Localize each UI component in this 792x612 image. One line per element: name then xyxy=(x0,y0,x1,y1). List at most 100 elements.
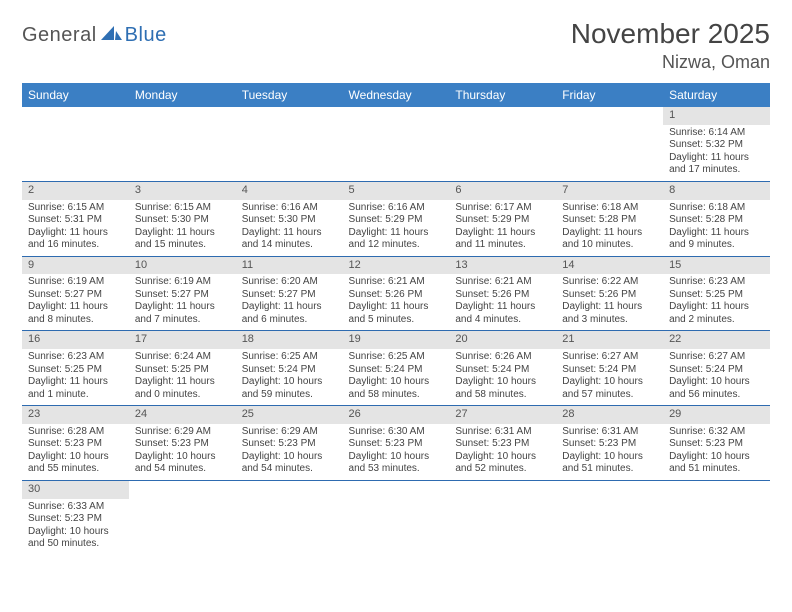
day-cell: Sunrise: 6:22 AMSunset: 5:26 PMDaylight:… xyxy=(556,274,663,331)
day-number: 13 xyxy=(449,256,556,274)
day-cell: Sunrise: 6:19 AMSunset: 5:27 PMDaylight:… xyxy=(129,274,236,331)
daylight-line: Daylight: 10 hours and 50 minutes. xyxy=(28,526,123,551)
day-cell: Sunrise: 6:29 AMSunset: 5:23 PMDaylight:… xyxy=(236,424,343,481)
day-number: 10 xyxy=(129,256,236,274)
day-cell: Sunrise: 6:32 AMSunset: 5:23 PMDaylight:… xyxy=(663,424,770,481)
sunrise-line: Sunrise: 6:19 AM xyxy=(28,276,123,289)
sunset-line: Sunset: 5:27 PM xyxy=(135,289,230,302)
day-number: 8 xyxy=(663,181,770,199)
day-cell: Sunrise: 6:25 AMSunset: 5:24 PMDaylight:… xyxy=(236,349,343,406)
weekday-header: Monday xyxy=(129,83,236,107)
day-number xyxy=(449,480,556,498)
sunset-line: Sunset: 5:27 PM xyxy=(28,289,123,302)
daylight-line: Daylight: 10 hours and 54 minutes. xyxy=(135,451,230,476)
day-cell xyxy=(556,125,663,182)
day-number: 21 xyxy=(556,331,663,349)
sunrise-line: Sunrise: 6:21 AM xyxy=(349,276,444,289)
day-cell: Sunrise: 6:23 AMSunset: 5:25 PMDaylight:… xyxy=(22,349,129,406)
sunrise-line: Sunrise: 6:23 AM xyxy=(28,351,123,364)
day-cell xyxy=(343,499,450,555)
sunrise-line: Sunrise: 6:19 AM xyxy=(135,276,230,289)
day-number xyxy=(343,107,450,125)
sunrise-line: Sunrise: 6:31 AM xyxy=(455,426,550,439)
daylight-line: Daylight: 11 hours and 12 minutes. xyxy=(349,227,444,252)
day-number: 9 xyxy=(22,256,129,274)
day-number: 11 xyxy=(236,256,343,274)
daylight-line: Daylight: 10 hours and 51 minutes. xyxy=(562,451,657,476)
day-number: 15 xyxy=(663,256,770,274)
day-cell: Sunrise: 6:27 AMSunset: 5:24 PMDaylight:… xyxy=(556,349,663,406)
day-cell xyxy=(22,125,129,182)
detail-row: Sunrise: 6:28 AMSunset: 5:23 PMDaylight:… xyxy=(22,424,770,481)
sunset-line: Sunset: 5:23 PM xyxy=(28,513,123,526)
sunrise-line: Sunrise: 6:27 AM xyxy=(562,351,657,364)
sunset-line: Sunset: 5:27 PM xyxy=(242,289,337,302)
weekday-header: Sunday xyxy=(22,83,129,107)
daynum-row: 9101112131415 xyxy=(22,256,770,274)
sunset-line: Sunset: 5:23 PM xyxy=(349,438,444,451)
daylight-line: Daylight: 11 hours and 8 minutes. xyxy=(28,301,123,326)
day-number: 23 xyxy=(22,406,129,424)
sunset-line: Sunset: 5:31 PM xyxy=(28,214,123,227)
day-number: 29 xyxy=(663,406,770,424)
sunset-line: Sunset: 5:23 PM xyxy=(135,438,230,451)
day-number: 14 xyxy=(556,256,663,274)
day-cell: Sunrise: 6:18 AMSunset: 5:28 PMDaylight:… xyxy=(556,200,663,257)
daylight-line: Daylight: 11 hours and 15 minutes. xyxy=(135,227,230,252)
day-cell xyxy=(236,125,343,182)
sunrise-line: Sunrise: 6:28 AM xyxy=(28,426,123,439)
logo-text-general: General xyxy=(22,24,97,47)
day-cell: Sunrise: 6:21 AMSunset: 5:26 PMDaylight:… xyxy=(449,274,556,331)
sunset-line: Sunset: 5:23 PM xyxy=(455,438,550,451)
day-number: 19 xyxy=(343,331,450,349)
weekday-header: Tuesday xyxy=(236,83,343,107)
day-cell xyxy=(449,125,556,182)
sunrise-line: Sunrise: 6:29 AM xyxy=(135,426,230,439)
day-cell xyxy=(663,499,770,555)
daylight-line: Daylight: 10 hours and 59 minutes. xyxy=(242,376,337,401)
daylight-line: Daylight: 11 hours and 7 minutes. xyxy=(135,301,230,326)
daylight-line: Daylight: 10 hours and 58 minutes. xyxy=(455,376,550,401)
weekday-header: Saturday xyxy=(663,83,770,107)
day-cell xyxy=(556,499,663,555)
daylight-line: Daylight: 10 hours and 53 minutes. xyxy=(349,451,444,476)
daylight-line: Daylight: 11 hours and 3 minutes. xyxy=(562,301,657,326)
daylight-line: Daylight: 11 hours and 4 minutes. xyxy=(455,301,550,326)
detail-row: Sunrise: 6:14 AMSunset: 5:32 PMDaylight:… xyxy=(22,125,770,182)
sunset-line: Sunset: 5:24 PM xyxy=(562,364,657,377)
day-number: 27 xyxy=(449,406,556,424)
title-block: November 2025 Nizwa, Oman xyxy=(571,18,770,73)
logo-sail-icon xyxy=(101,24,123,47)
day-number xyxy=(449,107,556,125)
sunrise-line: Sunrise: 6:17 AM xyxy=(455,202,550,215)
day-number: 18 xyxy=(236,331,343,349)
day-number: 16 xyxy=(22,331,129,349)
day-number xyxy=(236,480,343,498)
sunrise-line: Sunrise: 6:22 AM xyxy=(562,276,657,289)
daylight-line: Daylight: 10 hours and 57 minutes. xyxy=(562,376,657,401)
sunset-line: Sunset: 5:24 PM xyxy=(669,364,764,377)
daylight-line: Daylight: 11 hours and 9 minutes. xyxy=(669,227,764,252)
sunrise-line: Sunrise: 6:24 AM xyxy=(135,351,230,364)
day-number xyxy=(556,480,663,498)
day-cell xyxy=(129,125,236,182)
daylight-line: Daylight: 11 hours and 11 minutes. xyxy=(455,227,550,252)
sunset-line: Sunset: 5:32 PM xyxy=(669,139,764,152)
sunrise-line: Sunrise: 6:25 AM xyxy=(242,351,337,364)
detail-row: Sunrise: 6:15 AM Sunset: 5:31 PM Daylight:… xyxy=(22,200,770,257)
sunrise-line: Sunrise: 6:27 AM xyxy=(669,351,764,364)
detail-row: Sunrise: 6:23 AMSunset: 5:25 PMDaylight:… xyxy=(22,349,770,406)
sunset-line: Sunset: 5:23 PM xyxy=(669,438,764,451)
detail-row: Sunrise: 6:19 AMSunset: 5:27 PMDaylight:… xyxy=(22,274,770,331)
day-cell: Sunrise: 6:25 AMSunset: 5:24 PMDaylight:… xyxy=(343,349,450,406)
day-cell: Sunrise: 6:26 AMSunset: 5:24 PMDaylight:… xyxy=(449,349,556,406)
sunrise-line: Sunrise: 6:30 AM xyxy=(349,426,444,439)
day-number: 17 xyxy=(129,331,236,349)
month-title: November 2025 xyxy=(571,18,770,50)
sunrise-line: Sunrise: 6:31 AM xyxy=(562,426,657,439)
day-cell: Sunrise: 6:29 AMSunset: 5:23 PMDaylight:… xyxy=(129,424,236,481)
daylight-line: Daylight: 10 hours and 56 minutes. xyxy=(669,376,764,401)
sunrise-line: Sunrise: 6:18 AM xyxy=(669,202,764,215)
sunrise-line: Sunrise: 6:15 AM xyxy=(135,202,230,215)
day-cell: Sunrise: 6:31 AMSunset: 5:23 PMDaylight:… xyxy=(449,424,556,481)
